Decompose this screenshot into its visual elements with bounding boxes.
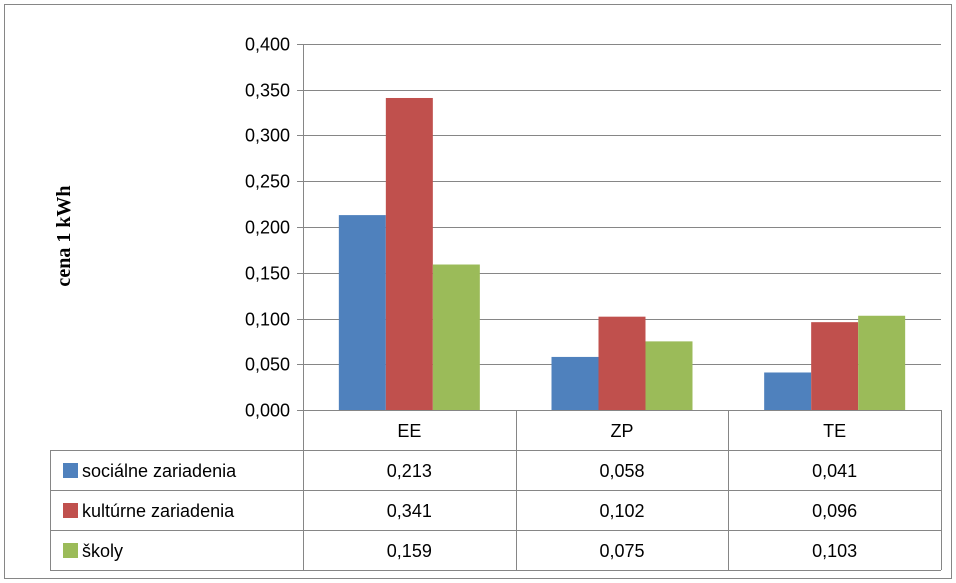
y-tick-label: 0,000	[245, 401, 290, 421]
table-cell-value: 0,159	[387, 541, 432, 561]
y-tick-label: 0,300	[245, 126, 290, 146]
table-cell-value: 0,096	[812, 501, 857, 521]
y-tick-label: 0,050	[245, 355, 290, 375]
y-tick-label: 0,150	[245, 264, 290, 284]
category-label: TE	[823, 421, 846, 441]
data-table: EE ZP TE sociálne zariadenia 0,213 0,058 0,041…	[50, 410, 942, 571]
category-label: ZP	[610, 421, 633, 441]
category-label: EE	[397, 421, 421, 441]
table-cell-value: 0,041	[812, 461, 857, 481]
table-cell-value: 0,341	[387, 501, 432, 521]
bar	[551, 356, 599, 410]
table-cell-value: 0,058	[599, 461, 644, 481]
y-tick-label: 0,350	[245, 81, 290, 101]
y-tick-label: 0,250	[245, 172, 290, 192]
bar	[811, 322, 859, 410]
legend-entry: kultúrne zariadenia	[82, 501, 235, 521]
bar	[858, 315, 906, 410]
legend-swatch	[63, 503, 78, 518]
legend-entry: sociálne zariadenia	[82, 461, 237, 481]
y-tick-label: 0,100	[245, 310, 290, 330]
bar	[598, 316, 646, 410]
table-cell-value: 0,213	[387, 461, 432, 481]
bar	[645, 341, 693, 410]
bar	[764, 372, 812, 410]
bar	[432, 264, 480, 410]
bar	[338, 215, 386, 410]
y-axis-ticks: 0,000 0,050 0,100 0,150 0,200 0,250 0,300 0,350…	[245, 35, 290, 421]
legend-entry: školy	[82, 541, 123, 561]
y-tick-label: 0,400	[245, 35, 290, 55]
table-cell-value: 0,102	[599, 501, 644, 521]
y-axis-label: cena 1 kWh	[53, 185, 75, 286]
y-tick-label: 0,200	[245, 218, 290, 238]
legend-swatch	[63, 543, 78, 558]
bar	[385, 97, 433, 411]
legend-swatch	[63, 463, 78, 478]
table-cell-value: 0,103	[812, 541, 857, 561]
table-cell-value: 0,075	[599, 541, 644, 561]
bars	[338, 97, 906, 411]
